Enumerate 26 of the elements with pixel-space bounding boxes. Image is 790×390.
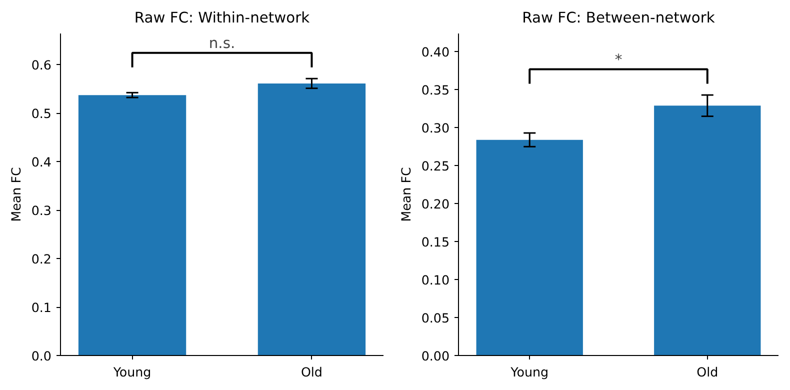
- y-tick-label: 0.40: [421, 44, 450, 60]
- y-tick-label: 0.30: [421, 120, 450, 136]
- y-tick-label: 0.10: [421, 272, 450, 288]
- y-tick-label: 0.3: [31, 203, 52, 218]
- y-tick-label: 0.00: [421, 348, 450, 364]
- x-tick-label: Old: [300, 364, 322, 380]
- annotation: *: [614, 51, 622, 68]
- y-tick-label: 0.0: [31, 348, 52, 364]
- y-tick-label: 0.15: [421, 234, 450, 250]
- chart-title: Raw FC: Within-network: [134, 10, 310, 26]
- y-axis-title: Mean FC: [8, 167, 24, 222]
- y-tick-label: 0.1: [31, 300, 52, 316]
- y-tick-label: 0.6: [31, 58, 52, 73]
- y-tick-label: 0.4: [31, 154, 52, 170]
- y-tick-label: 0.2: [31, 252, 52, 267]
- y-tick-label: 0.05: [421, 310, 450, 326]
- x-tick-label: Young: [112, 364, 152, 380]
- x-tick-label: Old: [696, 364, 718, 380]
- x-tick-label: Young: [510, 364, 549, 380]
- y-tick-label: 0.35: [421, 82, 450, 98]
- y-axis-title: Mean FC: [398, 167, 414, 222]
- y-tick-label: 0.25: [421, 158, 450, 174]
- chart-title: Raw FC: Between-network: [522, 10, 716, 26]
- y-tick-label: 0.20: [421, 196, 450, 212]
- y-tick-label: 0.5: [31, 106, 52, 122]
- annotation: n.s.: [208, 34, 236, 52]
